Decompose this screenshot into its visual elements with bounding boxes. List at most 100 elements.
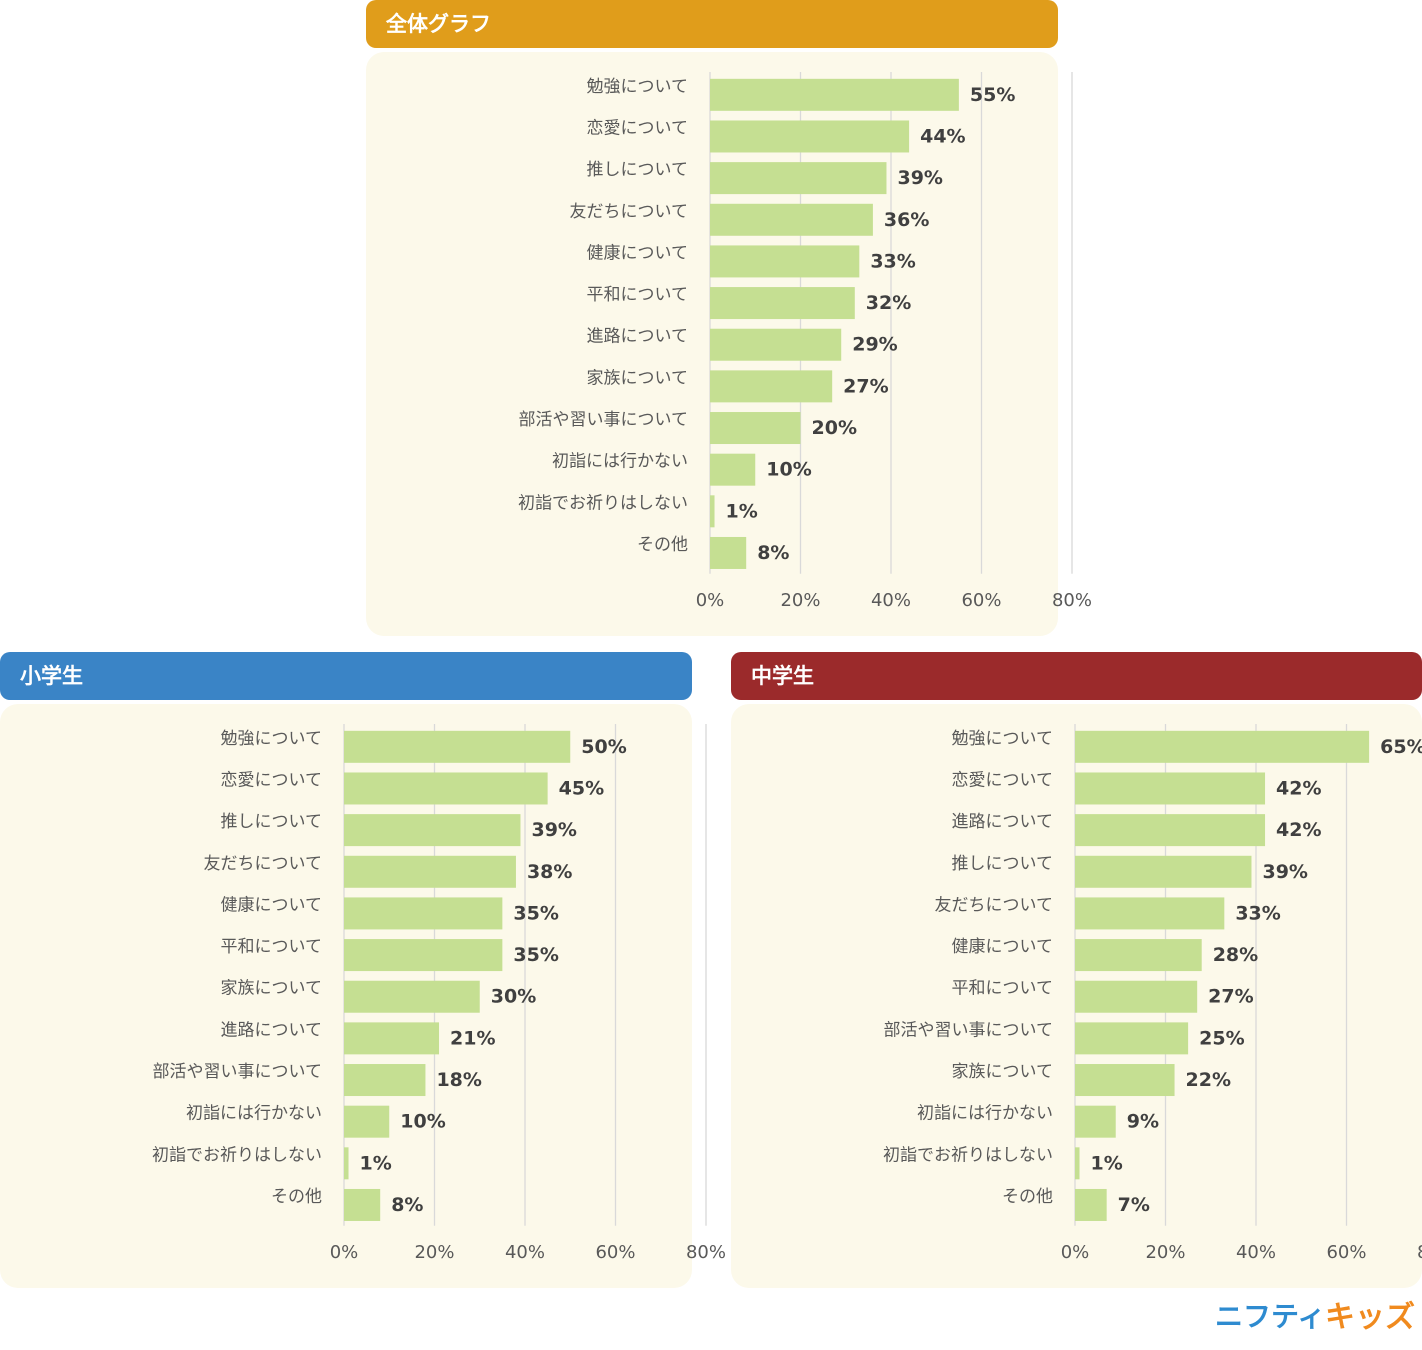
category-label: 初詣でお祈りはしない	[152, 1145, 322, 1165]
category-label: 推しについて	[587, 160, 689, 180]
category-label: 平和について	[952, 979, 1054, 999]
data-label: 36%	[884, 209, 929, 231]
category-label: 部活や習い事について	[153, 1062, 323, 1082]
data-label: 42%	[1276, 819, 1321, 841]
category-label: 平和について	[221, 937, 323, 957]
data-label: 38%	[527, 861, 572, 883]
data-label: 39%	[1262, 861, 1307, 883]
bar	[344, 897, 503, 930]
x-tick-label: 40%	[1236, 1242, 1276, 1263]
x-tick-label: 80%	[686, 1242, 726, 1263]
bar	[1075, 980, 1198, 1013]
bar	[344, 1188, 381, 1221]
category-label: 友だちについて	[570, 202, 689, 222]
data-label: 9%	[1127, 1111, 1159, 1133]
panel-header-overall: 全体グラフ	[366, 0, 1058, 48]
bar	[344, 1064, 426, 1097]
data-label: 39%	[531, 819, 576, 841]
bar	[710, 536, 747, 569]
category-label: 健康について	[952, 937, 1054, 957]
data-label: 65%	[1380, 736, 1422, 758]
bar	[1075, 772, 1266, 805]
bar	[344, 772, 548, 805]
panel-header-junior-high: 中学生	[731, 652, 1422, 700]
data-label: 33%	[1235, 902, 1280, 924]
data-label: 21%	[450, 1027, 495, 1049]
bar	[344, 1105, 390, 1138]
bar	[344, 980, 480, 1013]
category-label: 友だちについて	[935, 895, 1054, 915]
data-label: 45%	[559, 777, 604, 799]
category-label: 部活や習い事について	[884, 1020, 1054, 1040]
category-label: 部活や習い事について	[519, 410, 689, 430]
data-label: 1%	[726, 500, 758, 522]
bar	[1075, 1105, 1116, 1138]
bar	[1075, 855, 1252, 888]
data-label: 50%	[581, 736, 626, 758]
bar	[344, 855, 516, 888]
category-label: 初詣でお祈りはしない	[518, 493, 688, 513]
data-label: 28%	[1213, 944, 1258, 966]
x-tick-label: 40%	[871, 590, 911, 611]
x-tick-label: 20%	[780, 590, 820, 611]
category-label: その他	[1002, 1187, 1053, 1207]
category-label: 勉強について	[221, 729, 323, 749]
data-label: 32%	[866, 292, 911, 314]
logo-text-kids: キッズ	[1325, 1300, 1415, 1335]
data-label: 22%	[1186, 1069, 1231, 1091]
category-label: 家族について	[221, 979, 323, 999]
x-tick-label: 20%	[414, 1242, 454, 1263]
data-label: 30%	[491, 986, 536, 1008]
data-label: 44%	[920, 125, 965, 147]
category-label: 健康について	[587, 243, 689, 263]
category-label: 進路について	[587, 327, 689, 347]
category-label: その他	[637, 535, 688, 555]
bar	[710, 453, 756, 486]
bar	[710, 287, 855, 320]
category-label: 初詣には行かない	[552, 452, 688, 472]
data-label: 8%	[757, 542, 789, 564]
bar	[1075, 1022, 1189, 1055]
x-tick-label: 40%	[505, 1242, 545, 1263]
category-label: 健康について	[221, 895, 323, 915]
category-label: 家族について	[587, 368, 689, 388]
data-label: 8%	[391, 1194, 423, 1216]
category-label: 友だちについて	[204, 854, 323, 874]
data-label: 42%	[1276, 777, 1321, 799]
category-label: 推しについて	[952, 854, 1054, 874]
data-label: 20%	[812, 417, 857, 439]
bar	[344, 1147, 349, 1180]
panel-header-elementary: 小学生	[0, 652, 692, 700]
bar	[344, 730, 571, 763]
bar	[710, 78, 959, 111]
bar	[710, 495, 715, 528]
category-label: 恋愛について	[587, 117, 689, 138]
x-tick-label: 80%	[1417, 1242, 1422, 1263]
data-label: 18%	[436, 1069, 481, 1091]
x-tick-label: 0%	[1061, 1242, 1090, 1263]
category-label: 勉強について	[587, 77, 689, 97]
bar	[1075, 897, 1225, 930]
data-label: 27%	[1208, 986, 1253, 1008]
data-label: 1%	[360, 1152, 392, 1174]
data-label: 10%	[400, 1111, 445, 1133]
chart-elementary: 0% 20% 40% 60% 80% 勉強について 50% 恋愛について 45% 推しについて 39…	[152, 724, 726, 1263]
x-tick-label: 60%	[961, 590, 1001, 611]
bar	[710, 120, 910, 153]
x-tick-label: 20%	[1145, 1242, 1185, 1263]
bar	[344, 814, 521, 847]
bar	[710, 245, 860, 278]
category-label: 平和について	[587, 285, 689, 305]
data-label: 29%	[852, 334, 897, 356]
data-label: 33%	[870, 250, 915, 272]
data-label: 1%	[1091, 1152, 1123, 1174]
category-label: その他	[271, 1187, 322, 1207]
x-tick-label: 0%	[330, 1242, 359, 1263]
bar	[710, 162, 887, 195]
data-label: 35%	[513, 902, 558, 924]
category-label: 進路について	[221, 1020, 323, 1040]
bar	[1075, 730, 1370, 763]
bar	[1075, 814, 1266, 847]
bar	[1075, 1147, 1080, 1180]
x-tick-label: 60%	[1326, 1242, 1366, 1263]
